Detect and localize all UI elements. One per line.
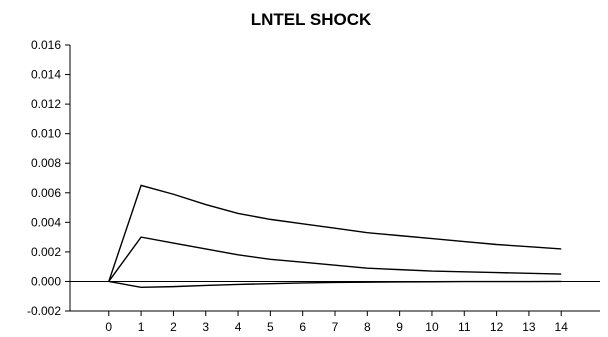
y-tick-label: 0.010 xyxy=(31,127,61,141)
x-tick-label: 14 xyxy=(555,320,569,334)
x-tick-label: 9 xyxy=(396,320,403,334)
series-layer xyxy=(108,184,562,289)
x-tick-label: 4 xyxy=(235,320,242,334)
y-tick-label: 0.014 xyxy=(31,68,61,82)
x-tick-label: 11 xyxy=(458,320,471,334)
x-tick-label: 10 xyxy=(425,320,439,334)
x-tick-label: 12 xyxy=(490,320,504,334)
y-tick-label: 0.006 xyxy=(31,186,61,200)
x-tick-label: 7 xyxy=(332,320,339,334)
x-tick-label: 6 xyxy=(299,320,306,334)
chart-title: LNTEL SHOCK xyxy=(251,10,372,29)
x-tick-label: 0 xyxy=(105,320,112,334)
y-tick-label: 0.008 xyxy=(31,156,61,170)
y-tick-label: 0.012 xyxy=(31,97,61,111)
x-tick-label: 2 xyxy=(170,320,177,334)
x-tick-label: 1 xyxy=(138,320,145,334)
y-tick-label: -0.002 xyxy=(27,304,61,318)
y-tick-label: 0.016 xyxy=(31,38,61,52)
series-line-1 xyxy=(108,184,562,282)
x-tick-label: 8 xyxy=(364,320,371,334)
y-tick-label: 0.000 xyxy=(31,274,61,288)
y-tick-label: 0.004 xyxy=(31,215,61,229)
x-tick-label: 13 xyxy=(522,320,536,334)
x-tick-label: 5 xyxy=(267,320,274,334)
axes: 0.016 0.014 0.012 0.010 0.008 0.006 0.004 0.002… xyxy=(27,38,600,334)
series-line-2 xyxy=(108,236,562,282)
series-line-3 xyxy=(108,280,562,289)
y-tick-label: 0.002 xyxy=(31,245,61,259)
x-tick-label: 3 xyxy=(202,320,209,334)
